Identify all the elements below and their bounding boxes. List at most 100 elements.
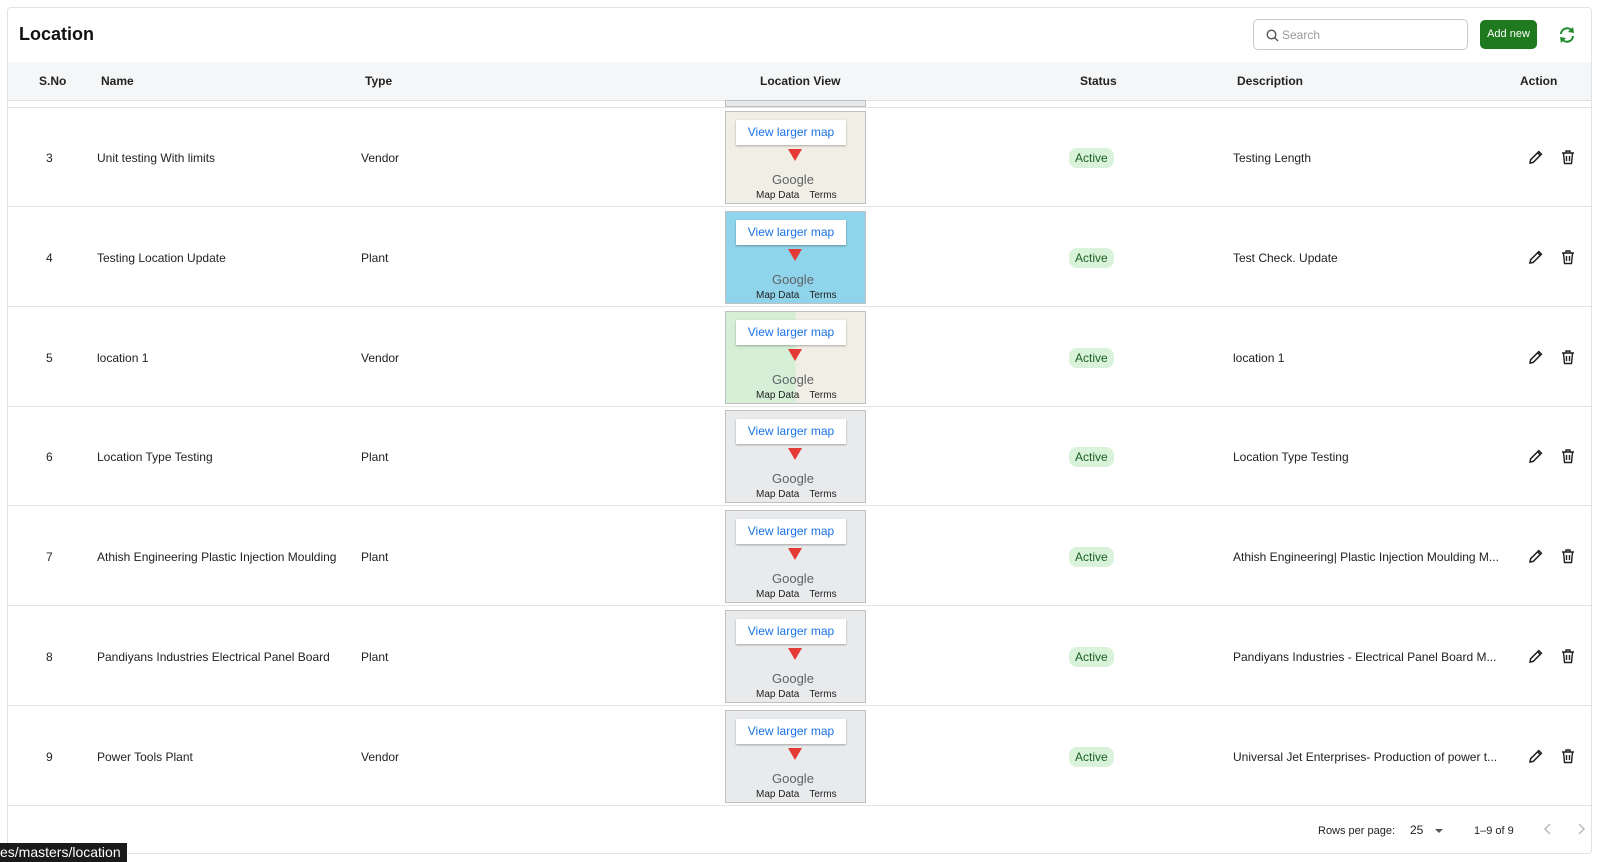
serial-number: 6 [46,450,53,465]
map-embed[interactable]: View larger map Google Map Data Terms [725,111,866,204]
delete-button[interactable] [1560,648,1576,667]
location-type: Plant [361,650,389,664]
map-embed[interactable]: View larger map Google Map Data Terms [725,610,866,703]
description: Pandiyans Industries - Electrical Panel … [1233,650,1497,664]
edit-button[interactable] [1528,249,1544,268]
location-name: Athish Engineering Plastic Injection Mou… [97,550,337,565]
location-type: Plant [361,250,389,265]
map-pin [788,348,802,361]
location-type: Vendor [361,151,400,165]
table-row: 5 location 1 Vendor View larger map Google Ma… [8,308,1591,407]
edit-button[interactable] [1528,548,1544,567]
map-footer: Map Data Terms [756,390,847,401]
location-type: Vendor [361,749,400,764]
delete-button[interactable] [1560,748,1576,767]
map-data[interactable]: Map Data [756,489,800,501]
table-row: 9 Power Tools Plant Vendor View larger map G… [8,707,1591,806]
serial-number: 9 [46,749,53,764]
map-terms[interactable]: Terms [809,289,837,301]
view-larger-map[interactable]: View larger map [736,519,846,545]
serial-number: 7 [46,550,53,565]
map-terms[interactable]: Terms [809,389,837,401]
map-pin [788,149,802,161]
search-placeholder: Search [1282,28,1321,42]
search-box[interactable]: Search [1253,19,1468,50]
serial-number: 3 [46,151,53,165]
map-data[interactable]: Map Data [756,289,800,301]
view-larger-map[interactable]: View larger map [736,319,846,345]
map-embed[interactable]: View larger map Google Map Data Terms [725,410,866,504]
refresh-button[interactable] [1558,26,1576,44]
map-terms[interactable]: Terms [809,689,837,700]
map-logo: Google [772,271,814,287]
add-new-button[interactable]: Add new [1480,20,1537,49]
map-data[interactable]: Map Data [756,788,800,800]
column-header: Action [1520,74,1558,88]
description: Universal Jet Enterprises- Production of… [1233,749,1498,764]
delete-button[interactable] [1560,448,1576,467]
map-terms[interactable]: Terms [809,788,837,800]
next-page[interactable] [1576,823,1586,835]
map-footer: Map Data Terms [756,290,847,301]
edit-button[interactable] [1528,448,1544,467]
map-embed[interactable]: View larger map Google Map Data Terms [725,310,866,404]
delete-button[interactable] [1560,249,1576,268]
table-row: 7 Athish Engineering Plastic Injection Mo… [8,507,1591,607]
edit-button[interactable] [1528,748,1544,767]
status-badge: Active [1069,148,1114,168]
location-name: location 1 [97,350,149,365]
column-header: Type [365,74,393,88]
rows-per-page-label: Rows per page: [1318,825,1396,837]
map-terms[interactable]: Terms [809,489,837,501]
delete-button[interactable] [1560,349,1576,368]
dropdown-arrow [1435,829,1443,833]
location-name: Pandiyans Industries Electrical Panel Bo… [97,650,330,664]
serial-number: 5 [46,350,53,365]
view-larger-map[interactable]: View larger map [736,419,846,445]
map-data[interactable]: Map Data [756,589,800,601]
map-pin [788,448,802,461]
edit-button[interactable] [1528,648,1544,667]
status-badge: Active [1069,447,1114,468]
map-data[interactable]: Map Data [756,689,800,700]
delete-button[interactable] [1560,149,1576,168]
map-embed[interactable]: View larger map Google Map Data Terms [725,709,866,803]
map-logo: Google [772,770,814,786]
view-larger-map[interactable]: View larger map [736,219,846,245]
search-icon [1266,29,1279,42]
map-data[interactable]: Map Data [756,389,800,401]
table-row: 3 Unit testing With limits Vendor View larg… [8,108,1591,207]
map-data[interactable]: Map Data [756,190,800,201]
column-header: S.No [39,74,67,88]
description: Athish Engineering| Plastic Injection Mo… [1233,550,1499,565]
map-pin [788,747,802,760]
table-row: 6 Location Type Testing Plant View larger m… [8,407,1591,507]
edit-button[interactable] [1528,349,1544,368]
view-larger-map[interactable]: View larger map [736,718,846,744]
description: Test Check. Update [1233,250,1338,265]
column-header: Description [1237,74,1304,88]
map-logo: Google [772,172,814,187]
status-badge: Active [1069,647,1114,667]
view-larger-map[interactable]: View larger map [736,120,846,145]
location-name: Unit testing With limits [97,151,216,165]
edit-button[interactable] [1528,149,1544,168]
map-terms[interactable]: Terms [809,589,837,601]
row-divider [8,107,1591,108]
prev-page[interactable] [1543,823,1553,835]
map-embed[interactable]: View larger map Google Map Data Terms [725,510,866,604]
map-footer: Map Data Terms [756,589,847,600]
description: location 1 [1233,350,1285,365]
map-logo: Google [772,571,814,587]
delete-button[interactable] [1560,548,1576,567]
view-larger-map[interactable]: View larger map [736,619,846,644]
map-terms[interactable]: Terms [809,190,837,201]
map-embed[interactable]: View larger map Google Map Data Terms [725,210,866,304]
status-badge: Active [1069,746,1114,767]
location-type: Plant [361,550,389,565]
table-row: 4 Testing Location Update Plant View larger… [8,208,1591,307]
map-pin [788,648,802,660]
rows-per-page-value[interactable]: 25 [1410,823,1424,837]
map-pin [788,248,802,261]
